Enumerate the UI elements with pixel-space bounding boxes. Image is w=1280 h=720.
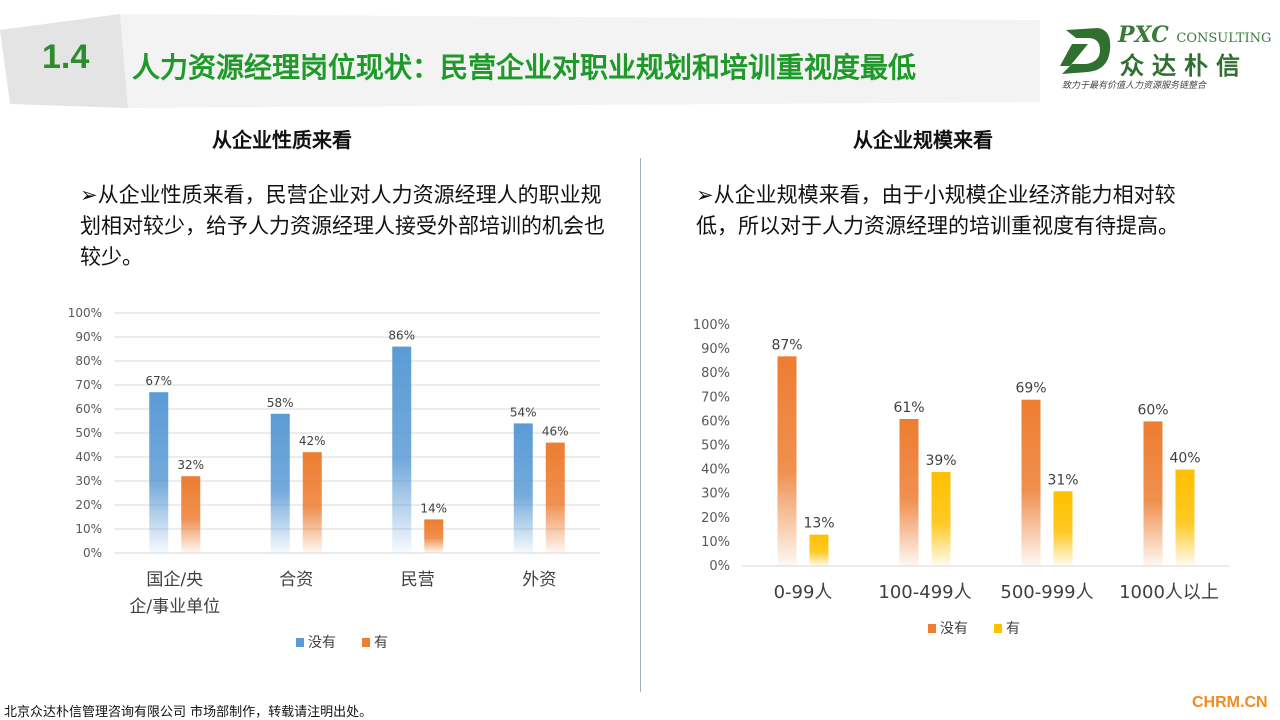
company-logo: PXC CONSULTING 众达朴信 致力于最有价值人力资源服务链整合 (1058, 18, 1272, 98)
legend-label: 没有 (940, 621, 968, 637)
bar-没有-3 (513, 423, 533, 553)
y-tick-label: 60% (701, 414, 730, 429)
data-label: 42% (299, 434, 326, 448)
watermark: CHRM.CN (1192, 694, 1268, 711)
bar-有-1 (302, 452, 322, 553)
y-tick-label: 40% (75, 450, 102, 464)
logo-brand-cn: 众达朴信 (1120, 51, 1248, 80)
bar-有-3 (1175, 469, 1195, 566)
y-tick-label: 100% (68, 306, 102, 320)
data-label: 46% (542, 425, 569, 439)
y-tick-label: 0% (709, 559, 730, 574)
y-tick-label: 50% (701, 439, 730, 454)
x-category-label: 民营 (401, 570, 435, 590)
data-label: 58% (267, 396, 294, 410)
data-label: 67% (145, 374, 172, 388)
y-tick-label: 60% (75, 402, 102, 416)
y-tick-label: 70% (701, 390, 730, 405)
x-category-label: 国企/央 (146, 570, 203, 590)
data-label: 61% (893, 400, 924, 416)
logo-brand-en: PXC CONSULTING (1118, 22, 1272, 48)
bar-没有-2 (1021, 399, 1041, 566)
column-divider (640, 158, 641, 692)
x-category-label: 1000人以上 (1119, 582, 1219, 603)
chart-by-ownership: 0% 10% 20% 30% 40% 50% 60% 70% 80% 90% 100% 67% 32% 国… (68, 306, 600, 651)
y-tick-label: 20% (75, 498, 102, 512)
data-label: 39% (925, 453, 956, 469)
bar-没有-0 (777, 356, 797, 566)
x-category-label: 企/事业单位 (129, 597, 220, 617)
data-label: 13% (803, 516, 834, 532)
data-label: 32% (177, 458, 204, 472)
bar-没有-3 (1143, 421, 1163, 566)
header-banner (0, 0, 1280, 108)
legend-swatch (928, 624, 936, 633)
left-heading: 从企业性质来看 (212, 128, 352, 152)
bar-有-0 (181, 476, 201, 553)
data-label: 54% (510, 405, 537, 419)
legend-swatch (296, 638, 304, 647)
y-tick-label: 30% (75, 474, 102, 488)
y-tick-label: 10% (701, 535, 730, 550)
data-label: 31% (1047, 472, 1078, 488)
data-label: 87% (771, 337, 802, 353)
page-title: 人力资源经理岗位现状：民营企业对职业规划和培训重视度最低 (132, 51, 917, 84)
y-tick-label: 30% (701, 487, 730, 502)
bar-有-2 (1053, 491, 1073, 566)
data-label: 14% (420, 501, 447, 515)
y-tick-label: 70% (75, 378, 102, 392)
y-tick-label: 100% (693, 318, 730, 333)
y-tick-label: 50% (75, 426, 102, 440)
y-tick-label: 0% (83, 546, 102, 560)
bar-没有-0 (149, 392, 169, 553)
x-category-label: 500-999人 (1000, 582, 1093, 603)
data-label: 69% (1015, 381, 1046, 397)
y-tick-label: 90% (701, 342, 730, 357)
y-tick-label: 40% (701, 463, 730, 478)
bar-没有-2 (392, 346, 412, 553)
legend-label: 有 (1006, 621, 1020, 637)
data-label: 60% (1137, 402, 1168, 418)
bar-有-0 (809, 534, 829, 566)
x-category-label: 外资 (522, 570, 556, 590)
right-description: ➢从企业规模来看，由于小规模企业经济能力相对较低，所以对于人力资源经理的培训重视… (696, 183, 1179, 238)
bar-没有-1 (270, 413, 290, 553)
data-label: 40% (1169, 451, 1200, 467)
logo-mark-icon (1060, 28, 1111, 74)
left-description: ➢从企业性质来看，民营企业对人力资源经理人的职业规划相对较少，给予人力资源经理人… (80, 183, 605, 269)
section-number: 1.4 (42, 38, 90, 76)
legend-swatch (362, 638, 370, 647)
legend-label: 没有 (308, 635, 336, 651)
y-tick-label: 90% (75, 330, 102, 344)
x-category-label: 100-499人 (878, 582, 971, 603)
bar-有-3 (545, 442, 565, 553)
x-category-label: 合资 (279, 570, 313, 590)
legend-label: 有 (374, 635, 388, 651)
x-category-label: 0-99人 (774, 582, 833, 603)
y-tick-label: 10% (75, 522, 102, 536)
bar-有-1 (931, 472, 951, 566)
data-label: 86% (388, 329, 415, 343)
chart-by-company-size: 0% 10% 20% 30% 40% 50% 60% 70% 80% 90% 100% 87% 13% 0… (693, 318, 1230, 637)
y-tick-label: 20% (701, 511, 730, 526)
y-tick-label: 80% (701, 366, 730, 381)
footer-note: 北京众达朴信管理咨询有限公司 市场部制作，转载请注明出处。 (4, 705, 373, 720)
y-tick-label: 80% (75, 354, 102, 368)
legend-swatch (994, 624, 1002, 633)
right-heading: 从企业规模来看 (853, 128, 993, 152)
bar-有-2 (424, 519, 444, 553)
logo-slogan: 致力于最有价值人力资源服务链整合 (1062, 81, 1207, 91)
bar-没有-1 (899, 418, 919, 566)
